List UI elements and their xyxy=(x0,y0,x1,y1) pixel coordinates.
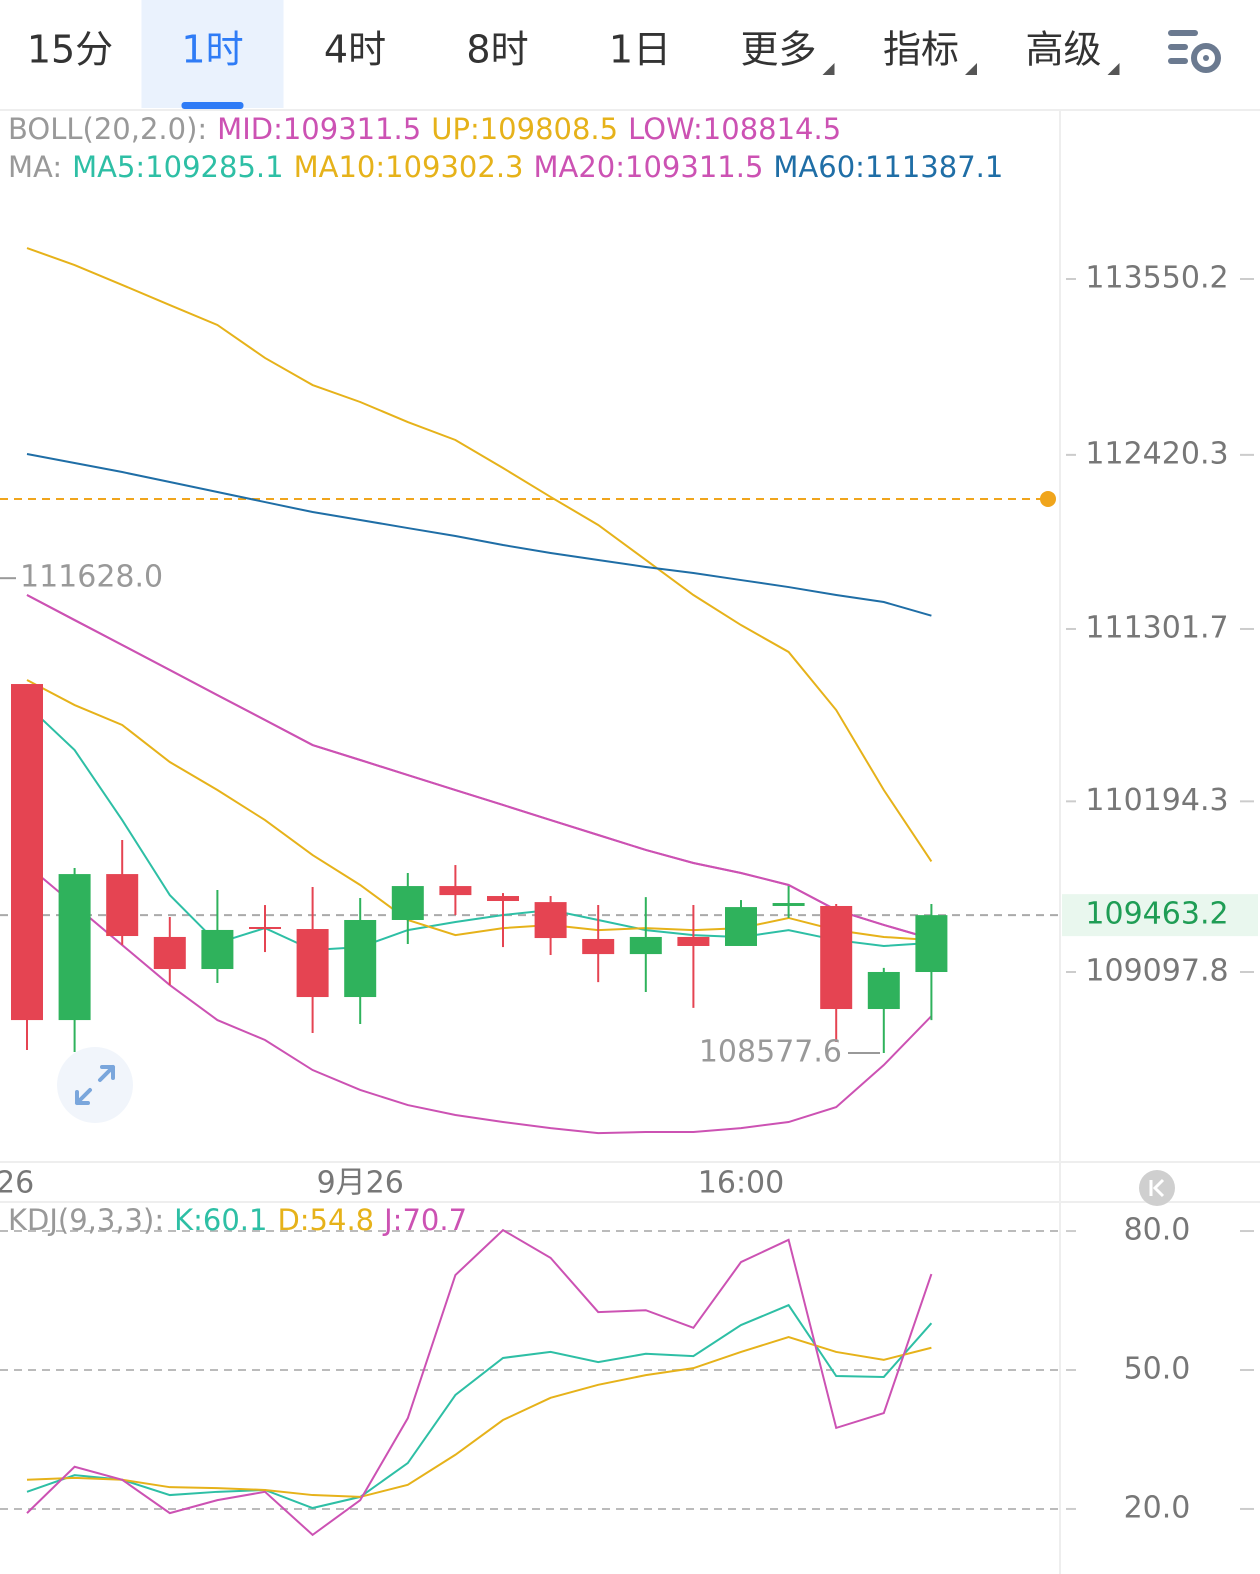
indicator-line xyxy=(26,1336,932,1498)
alert-dot xyxy=(1040,490,1056,507)
candle-body xyxy=(725,907,757,946)
indicator-line xyxy=(26,704,932,952)
legend-entry: LOW:108814.5 xyxy=(628,112,841,146)
tab-label[interactable]: 1日 xyxy=(609,28,671,72)
x-tick-label: 16:00 xyxy=(698,1166,784,1201)
legend: KDJ(9,3,3): K:60.1 D:54.8 J:70.7 xyxy=(8,1203,467,1237)
candle-body xyxy=(11,684,43,1021)
menu-indicator xyxy=(1107,63,1120,75)
y-tick-label: 109097.8 xyxy=(1085,954,1228,989)
tab-label[interactable]: 8时 xyxy=(466,28,528,72)
tab-label[interactable]: 15分 xyxy=(27,28,113,72)
indicator-line xyxy=(26,247,933,862)
candle-body xyxy=(582,938,615,955)
candle-body xyxy=(772,903,805,906)
y-tick-label: 113550.2 xyxy=(1085,261,1228,296)
candle-body xyxy=(534,902,567,939)
candle-body xyxy=(58,874,91,1021)
tab-label[interactable]: 更多 xyxy=(740,28,816,72)
y-tick-label: 112420.3 xyxy=(1085,436,1228,471)
indicator-line xyxy=(26,1303,933,1510)
settings-icon[interactable] xyxy=(1168,30,1221,73)
tab-underline xyxy=(181,102,244,109)
current-price-label: 109463.2 xyxy=(1085,897,1228,932)
candle-body xyxy=(296,929,329,998)
legend-entry: D:54.8 xyxy=(277,1203,374,1237)
candle-body xyxy=(153,936,186,970)
candle-body xyxy=(820,905,853,1010)
candle-body xyxy=(249,926,281,929)
legend-entry: MA10:109302.3 xyxy=(294,150,524,184)
x-tick-label: 9月26 xyxy=(317,1166,404,1201)
legend-title: BOLL(20,2.0): xyxy=(8,112,207,146)
annotation-label: 108577.6 xyxy=(699,1034,842,1069)
legend-title: KDJ(9,3,3): xyxy=(8,1203,164,1237)
menu-indicator xyxy=(965,63,977,75)
legend-entry: UP:109808.5 xyxy=(431,112,618,146)
y-tick-label: 110194.3 xyxy=(1085,783,1228,818)
candle-body xyxy=(391,886,424,920)
indicator-line xyxy=(26,1228,933,1537)
legend-entry: K:60.1 xyxy=(174,1203,267,1237)
tab-label[interactable]: 1时 xyxy=(181,28,243,72)
indicator-line xyxy=(26,864,933,1135)
indicator-line xyxy=(26,679,932,942)
legend-entry: MA60:111387.1 xyxy=(773,150,1003,184)
menu-indicator xyxy=(822,63,835,75)
tab-highlight xyxy=(141,0,284,108)
legend-entry: MA20:109311.5 xyxy=(534,150,764,184)
candle-body xyxy=(677,936,710,946)
scroll-to-start-button[interactable] xyxy=(1139,1170,1175,1206)
candle-body xyxy=(344,919,377,998)
expand-button[interactable] xyxy=(57,1047,133,1123)
legend-entry: MID:109311.5 xyxy=(217,112,421,146)
y-tick-label: 80.0 xyxy=(1124,1213,1191,1248)
legend-entry: MA5:109285.1 xyxy=(72,150,283,184)
indicator-line xyxy=(26,594,932,940)
legend: BOLL(20,2.0): MID:109311.5 UP:109808.5 LOW:… xyxy=(8,112,841,146)
candle-body xyxy=(867,971,900,1010)
y-tick-label: 111301.7 xyxy=(1085,610,1228,645)
annotation-label: 111628.0 xyxy=(20,560,163,595)
candle-body xyxy=(487,896,519,902)
legend-title: MA: xyxy=(8,150,62,184)
legend: MA: MA5:109285.1 MA10:109302.3 MA20:109311.… xyxy=(8,150,1003,184)
candle-body xyxy=(629,936,662,955)
current-price-box xyxy=(1062,894,1258,937)
candle-body xyxy=(439,886,472,896)
candle-body xyxy=(201,929,234,970)
indicator-line xyxy=(26,452,932,617)
legend-entry: J:70.7 xyxy=(382,1203,467,1237)
candle-body xyxy=(106,874,139,937)
y-tick-label: 50.0 xyxy=(1124,1351,1191,1386)
tab-label[interactable]: 4时 xyxy=(324,28,386,72)
y-tick-label: 20.0 xyxy=(1124,1490,1191,1525)
candle-body xyxy=(915,915,948,973)
tab-label[interactable]: 高级 xyxy=(1025,28,1101,72)
x-tick-label: 26 xyxy=(0,1166,34,1201)
tab-label[interactable]: 指标 xyxy=(883,28,959,72)
